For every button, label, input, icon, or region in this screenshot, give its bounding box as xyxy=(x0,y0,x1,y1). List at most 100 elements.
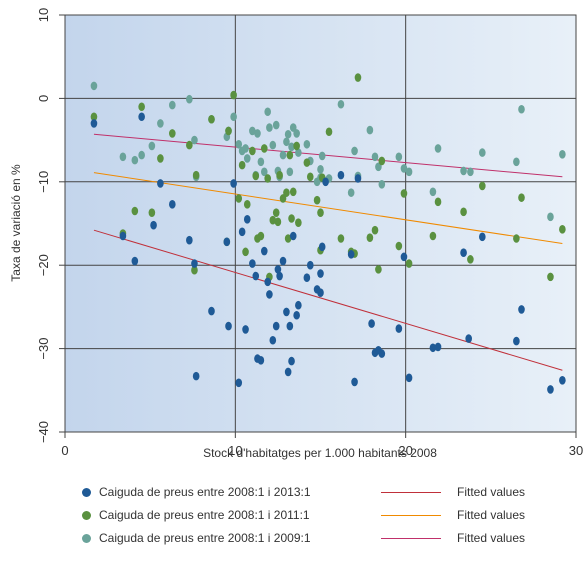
data-point xyxy=(138,112,145,122)
data-point xyxy=(269,140,277,150)
data-point xyxy=(371,152,379,162)
plot-frame xyxy=(64,14,577,433)
data-point xyxy=(288,356,295,366)
data-point xyxy=(90,112,98,122)
data-point xyxy=(264,277,271,287)
data-point xyxy=(337,170,345,180)
y-axis-title: Taxa de variació en % xyxy=(9,164,23,282)
data-point xyxy=(131,155,139,165)
data-point xyxy=(269,215,277,225)
data-point xyxy=(460,207,467,217)
data-point xyxy=(559,225,566,234)
data-point xyxy=(260,246,268,256)
data-point xyxy=(293,141,300,151)
data-point xyxy=(191,259,198,268)
data-point xyxy=(150,220,157,230)
data-point xyxy=(547,272,554,282)
fitted-line xyxy=(93,229,563,371)
data-point xyxy=(295,148,302,157)
data-point xyxy=(119,231,127,241)
data-point xyxy=(257,157,265,167)
data-point xyxy=(434,144,442,153)
data-point xyxy=(169,129,176,138)
data-point xyxy=(288,142,295,152)
data-points xyxy=(90,73,566,394)
data-point xyxy=(208,306,215,316)
data-point xyxy=(460,166,467,176)
data-point xyxy=(283,188,290,197)
data-point xyxy=(547,385,554,394)
x-tick-label: 10 xyxy=(228,443,242,458)
legend-label: Fitted values xyxy=(457,485,526,499)
data-point xyxy=(252,271,260,281)
data-point xyxy=(325,127,333,137)
data-point xyxy=(260,144,268,153)
data-point xyxy=(266,290,273,299)
data-point xyxy=(318,242,326,252)
data-point xyxy=(192,170,200,180)
data-point xyxy=(243,154,251,163)
data-point xyxy=(223,237,231,247)
legend-marker-dot xyxy=(82,487,91,497)
data-point xyxy=(157,119,164,128)
data-point xyxy=(395,241,403,251)
data-point xyxy=(465,334,472,343)
data-point xyxy=(368,319,375,328)
data-point xyxy=(518,305,525,314)
y-axis: 10 0 −10 −20 −30 −40 xyxy=(36,8,65,443)
data-point xyxy=(354,73,362,82)
data-point xyxy=(266,123,273,132)
data-point xyxy=(191,265,198,275)
data-point xyxy=(238,160,246,170)
plot-area xyxy=(65,15,576,432)
data-point xyxy=(405,373,413,383)
data-point xyxy=(242,325,249,334)
y-tick-label: −30 xyxy=(36,338,51,360)
legend: Caiguda de preus entre 2008:1 i 2013:1 Fi… xyxy=(82,485,552,569)
data-point xyxy=(479,181,486,191)
data-point xyxy=(317,269,324,278)
legend-item: Fitted values xyxy=(381,531,525,545)
data-point xyxy=(293,310,300,320)
x-axis-title: Stock d'habitatges per 1.000 habitants 2… xyxy=(203,446,437,460)
data-point xyxy=(400,252,408,262)
x-tick-label: 20 xyxy=(398,443,412,458)
data-point xyxy=(274,217,282,227)
data-point xyxy=(238,227,246,237)
legend-label: Caiguda de preus entre 2008:1 i 2013:1 xyxy=(99,485,311,499)
fitted-lines xyxy=(93,133,563,371)
data-point xyxy=(303,273,311,283)
x-tick-label: 30 xyxy=(569,443,583,458)
data-point xyxy=(225,126,232,136)
data-point xyxy=(337,99,345,109)
data-point xyxy=(235,194,243,203)
data-point xyxy=(434,342,442,352)
data-point xyxy=(243,200,251,209)
data-point xyxy=(225,321,232,331)
data-point xyxy=(351,146,358,156)
data-point xyxy=(192,371,200,381)
legend-label: Caiguda de preus entre 2008:1 i 2009:1 xyxy=(99,531,311,545)
data-point xyxy=(460,248,467,257)
data-point xyxy=(366,233,374,242)
data-point xyxy=(375,162,382,172)
data-point xyxy=(90,119,98,128)
data-point xyxy=(186,235,193,245)
y-tick-label: −40 xyxy=(36,421,51,443)
data-point xyxy=(351,377,358,387)
legend-marker-dot xyxy=(82,510,91,520)
data-point xyxy=(371,225,379,235)
data-point xyxy=(400,164,408,173)
data-point xyxy=(230,112,237,122)
data-point xyxy=(169,200,176,209)
data-point xyxy=(249,146,256,156)
data-point xyxy=(303,139,311,149)
legend-marker-line xyxy=(381,514,441,516)
data-point xyxy=(148,141,156,151)
data-point xyxy=(269,335,277,345)
data-point xyxy=(405,259,413,268)
data-point xyxy=(257,231,265,241)
data-point xyxy=(295,300,302,310)
data-point xyxy=(191,135,198,145)
